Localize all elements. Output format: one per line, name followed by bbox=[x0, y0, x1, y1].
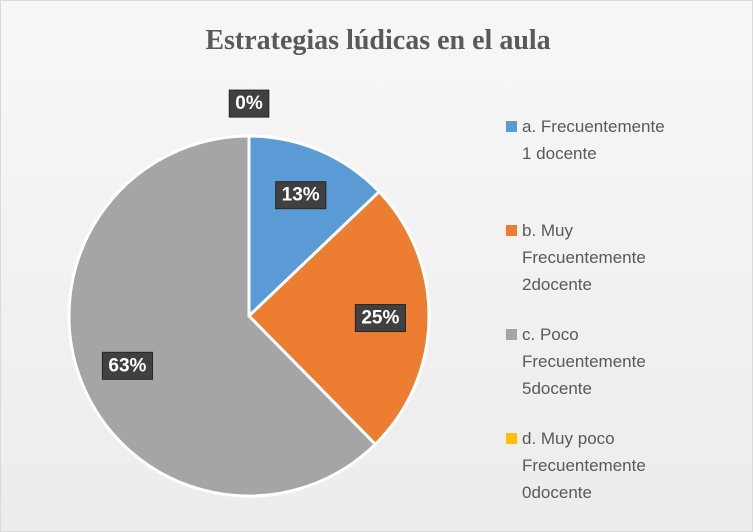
data-label-bg bbox=[275, 181, 327, 210]
data-label-text: 63% bbox=[108, 355, 146, 376]
legend: a. Frecuentemente 1 docente b. Muy Frecue… bbox=[506, 113, 678, 529]
legend-item: c. Poco Frecuentemente 5docente bbox=[506, 321, 678, 425]
data-label-text: 0% bbox=[235, 93, 263, 114]
data-label-text: 13% bbox=[282, 185, 320, 206]
legend-label: b. Muy Frecuentemente 2docente bbox=[522, 221, 646, 294]
chart-title: Estrategias lúdicas en el aula bbox=[205, 25, 550, 56]
legend-label: a. Frecuentemente 1 docente bbox=[522, 117, 665, 163]
legend-swatch bbox=[506, 433, 517, 444]
legend-item: d. Muy poco Frecuentemente 0docente bbox=[506, 425, 678, 529]
data-label-bg bbox=[228, 89, 270, 118]
pie-slice bbox=[246, 189, 431, 447]
data-label: 13% bbox=[275, 181, 327, 210]
data-label: 25% bbox=[354, 304, 407, 333]
legend-swatch bbox=[506, 121, 517, 132]
legend-item: b. Muy Frecuentemente 2docente bbox=[506, 217, 678, 321]
legend-item: a. Frecuentemente 1 docente bbox=[506, 113, 678, 217]
data-label: 63% bbox=[101, 351, 154, 380]
data-label-text: 25% bbox=[361, 308, 399, 329]
legend-label: d. Muy poco Frecuentemente 0docente bbox=[522, 429, 646, 502]
data-label-bg bbox=[354, 304, 407, 333]
legend-label: c. Poco Frecuentemente 5docente bbox=[522, 325, 646, 398]
legend-swatch bbox=[506, 329, 517, 340]
pie-slice bbox=[247, 134, 382, 320]
data-label-bg bbox=[101, 351, 154, 380]
legend-swatch bbox=[506, 225, 517, 236]
data-label: 0% bbox=[228, 89, 270, 118]
pie-slice bbox=[67, 134, 378, 498]
